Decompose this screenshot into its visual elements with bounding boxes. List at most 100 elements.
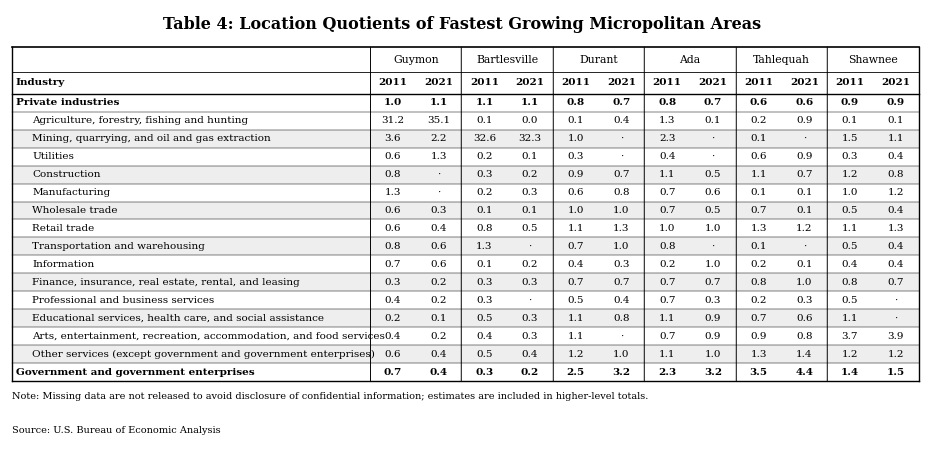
Text: 0.3: 0.3	[476, 170, 493, 179]
Text: 0.8: 0.8	[476, 224, 493, 233]
Text: Transportation and warehousing: Transportation and warehousing	[32, 242, 205, 251]
Text: 1.3: 1.3	[750, 350, 767, 359]
Text: 0.2: 0.2	[750, 296, 767, 305]
Text: 0.8: 0.8	[658, 98, 676, 107]
Text: 0.0: 0.0	[522, 116, 538, 125]
Bar	[12, 166, 919, 184]
Text: 0.4: 0.4	[429, 368, 448, 377]
Text: 1.1: 1.1	[568, 314, 584, 323]
Text: 0.3: 0.3	[705, 296, 722, 305]
Text: 0.1: 0.1	[430, 314, 447, 323]
Text: Guymon: Guymon	[393, 55, 438, 65]
Text: 0.1: 0.1	[750, 134, 767, 143]
Text: ·: ·	[894, 296, 897, 305]
Text: 1.0: 1.0	[705, 260, 722, 269]
Text: 0.7: 0.7	[659, 188, 675, 197]
Text: 2.5: 2.5	[567, 368, 585, 377]
Text: 3.9: 3.9	[887, 331, 904, 341]
Text: 0.8: 0.8	[750, 278, 767, 287]
Text: Construction: Construction	[32, 170, 101, 179]
Text: Other services (except government and government enterprises): Other services (except government and go…	[32, 350, 376, 359]
Text: Tahlequah: Tahlequah	[753, 55, 810, 65]
Text: 1.1: 1.1	[568, 331, 584, 341]
Text: 0.5: 0.5	[705, 170, 722, 179]
Text: 0.4: 0.4	[522, 350, 538, 359]
Bar	[12, 237, 919, 255]
Text: ·: ·	[620, 134, 623, 143]
Text: 1.3: 1.3	[430, 152, 447, 161]
Text: 1.0: 1.0	[384, 98, 402, 107]
Text: 0.7: 0.7	[659, 331, 675, 341]
Text: 0.7: 0.7	[704, 98, 722, 107]
Text: Wholesale trade: Wholesale trade	[32, 206, 117, 215]
Text: 0.6: 0.6	[749, 98, 768, 107]
Text: 0.6: 0.6	[385, 350, 401, 359]
Text: 32.3: 32.3	[519, 134, 542, 143]
Text: 0.1: 0.1	[476, 260, 493, 269]
Text: ·: ·	[803, 242, 806, 251]
Text: ·: ·	[620, 331, 623, 341]
Text: 0.4: 0.4	[476, 331, 493, 341]
Text: 0.8: 0.8	[613, 314, 630, 323]
Text: 0.7: 0.7	[750, 206, 767, 215]
Text: 0.6: 0.6	[705, 188, 722, 197]
Text: 2011: 2011	[470, 78, 499, 87]
Text: 3.5: 3.5	[749, 368, 768, 377]
Text: 0.5: 0.5	[476, 350, 493, 359]
Text: 0.7: 0.7	[568, 242, 584, 251]
Text: 0.2: 0.2	[750, 260, 767, 269]
Text: 1.0: 1.0	[659, 224, 675, 233]
Text: 1.0: 1.0	[613, 242, 630, 251]
Text: 0.1: 0.1	[522, 206, 538, 215]
Text: 0.7: 0.7	[613, 170, 630, 179]
Text: 1.0: 1.0	[613, 206, 630, 215]
Text: 1.1: 1.1	[842, 224, 858, 233]
Text: 0.5: 0.5	[842, 242, 858, 251]
Text: 0.2: 0.2	[476, 152, 493, 161]
Text: 0.7: 0.7	[612, 98, 631, 107]
Text: Utilities: Utilities	[32, 152, 74, 161]
Text: 0.1: 0.1	[522, 152, 538, 161]
Text: Table 4: Location Quotients of Fastest Growing Micropolitan Areas: Table 4: Location Quotients of Fastest G…	[164, 16, 761, 33]
Text: 0.6: 0.6	[430, 260, 447, 269]
Text: 0.9: 0.9	[841, 98, 859, 107]
Text: Information: Information	[32, 260, 94, 269]
Text: 2021: 2021	[607, 78, 636, 87]
Text: 0.7: 0.7	[887, 278, 904, 287]
Text: 0.1: 0.1	[750, 188, 767, 197]
Text: 0.2: 0.2	[385, 314, 401, 323]
Text: 0.5: 0.5	[842, 296, 858, 305]
Text: ·: ·	[711, 152, 714, 161]
Text: 2011: 2011	[653, 78, 682, 87]
Text: 0.3: 0.3	[796, 296, 812, 305]
Text: 0.3: 0.3	[430, 206, 447, 215]
Text: 1.0: 1.0	[613, 350, 630, 359]
Text: 2.2: 2.2	[430, 134, 447, 143]
Text: 0.9: 0.9	[886, 98, 905, 107]
Text: 0.9: 0.9	[796, 152, 812, 161]
Text: ·: ·	[437, 188, 440, 197]
Text: 0.8: 0.8	[842, 278, 858, 287]
Text: 0.4: 0.4	[613, 116, 630, 125]
Text: 0.9: 0.9	[705, 314, 722, 323]
Text: 0.3: 0.3	[476, 278, 493, 287]
Text: 0.4: 0.4	[430, 350, 447, 359]
Text: 1.2: 1.2	[887, 350, 904, 359]
Text: ·: ·	[437, 170, 440, 179]
Text: 0.4: 0.4	[568, 260, 584, 269]
Text: Professional and business services: Professional and business services	[32, 296, 215, 305]
Text: 1.5: 1.5	[842, 134, 858, 143]
Text: Retail trade: Retail trade	[32, 224, 94, 233]
Text: 1.2: 1.2	[842, 170, 858, 179]
Text: 1.3: 1.3	[476, 242, 493, 251]
Text: 2011: 2011	[561, 78, 590, 87]
Text: 1.0: 1.0	[705, 224, 722, 233]
Text: 0.6: 0.6	[796, 314, 812, 323]
Text: 0.4: 0.4	[659, 152, 675, 161]
Text: ·: ·	[803, 134, 806, 143]
Text: 0.5: 0.5	[568, 296, 584, 305]
Text: 2011: 2011	[744, 78, 773, 87]
Text: 0.1: 0.1	[476, 116, 493, 125]
Text: 0.6: 0.6	[385, 224, 401, 233]
Text: 0.4: 0.4	[385, 296, 401, 305]
